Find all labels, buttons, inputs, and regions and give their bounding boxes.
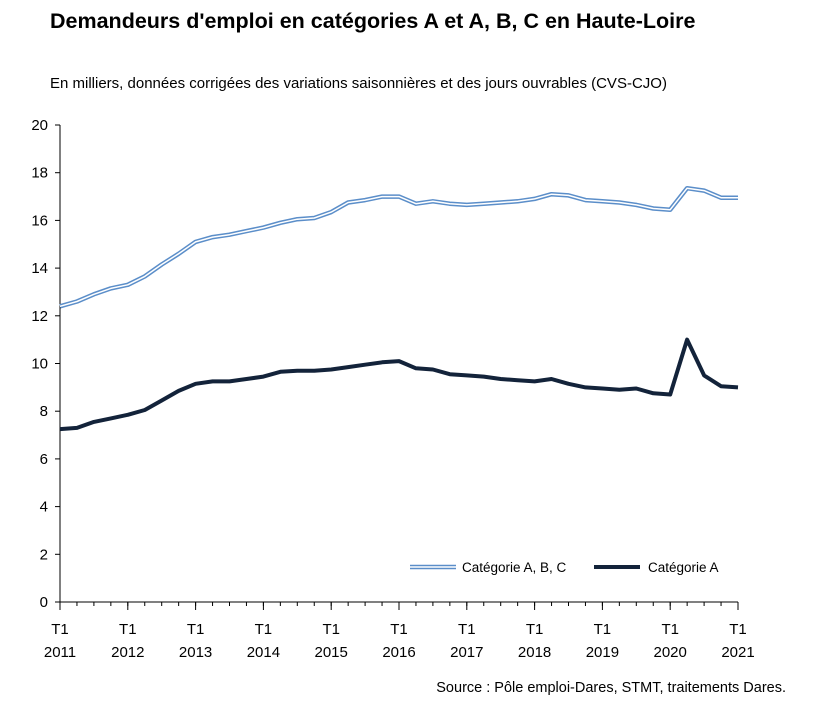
- x-tick-label: T1: [119, 621, 137, 638]
- x-tick-year: 2016: [382, 644, 415, 661]
- x-tick-year: 2017: [450, 644, 483, 661]
- x-tick-year: 2012: [111, 644, 144, 661]
- y-tick-label: 4: [40, 499, 48, 516]
- x-tick-label: T1: [390, 621, 408, 638]
- chart-subtitle: En milliers, données corrigées des varia…: [50, 75, 667, 92]
- y-tick-label: 6: [40, 451, 48, 468]
- x-tick-label: T1: [255, 621, 273, 638]
- series-layer: [59, 185, 739, 432]
- chart-title: Demandeurs d'emploi en catégories A et A…: [50, 9, 696, 33]
- x-tick-year: 2013: [179, 644, 212, 661]
- legend-label: Catégorie A, B, C: [462, 560, 567, 575]
- y-tick-label: 18: [31, 165, 48, 182]
- x-axis: T1 2011 T1 2012 T1 2013 T1 2014 T1 2015 T1 2016 T1 20…: [44, 601, 755, 661]
- y-tick-label: 12: [31, 308, 48, 325]
- y-tick-label: 14: [31, 260, 48, 277]
- x-tick-year: 2019: [586, 644, 619, 661]
- series-line: [59, 337, 739, 432]
- legend-label: Catégorie A: [648, 560, 719, 575]
- x-tick-year: 2018: [518, 644, 551, 661]
- legend: Catégorie A, B, C Catégorie A: [410, 560, 719, 575]
- source-note: Source : Pôle emploi-Dares, STMT, traite…: [436, 680, 786, 696]
- series-line-inner: [59, 187, 738, 308]
- legend-item: Catégorie A: [594, 560, 719, 575]
- x-tick-label: T1: [526, 621, 544, 638]
- x-tick-label: T1: [458, 621, 476, 638]
- x-tick-label: T1: [594, 621, 612, 638]
- x-tick-year: 2015: [315, 644, 348, 661]
- y-tick-label: 16: [31, 212, 48, 229]
- x-tick-label: T1: [729, 621, 747, 638]
- series-double: [59, 185, 738, 309]
- x-tick-year: 2021: [721, 644, 754, 661]
- y-axis: 0 2 4 6 8 10 12 14 16 18 20: [31, 117, 61, 611]
- y-tick-label: 8: [40, 403, 48, 420]
- x-tick-label: T1: [661, 621, 679, 638]
- x-tick-label: T1: [51, 621, 69, 638]
- x-tick-year: 2020: [654, 644, 687, 661]
- y-tick-label: 20: [31, 117, 48, 134]
- series-solid: [59, 337, 739, 432]
- x-tick-label: T1: [322, 621, 340, 638]
- x-tick-year: 2014: [247, 644, 280, 661]
- y-tick-label: 0: [40, 594, 48, 611]
- legend-item: Catégorie A, B, C: [410, 560, 567, 575]
- x-tick-label: T1: [187, 621, 205, 638]
- series-line-outer: [59, 185, 738, 309]
- y-tick-label: 10: [31, 356, 48, 373]
- y-tick-label: 2: [40, 546, 48, 563]
- x-tick-year: 2011: [44, 644, 76, 661]
